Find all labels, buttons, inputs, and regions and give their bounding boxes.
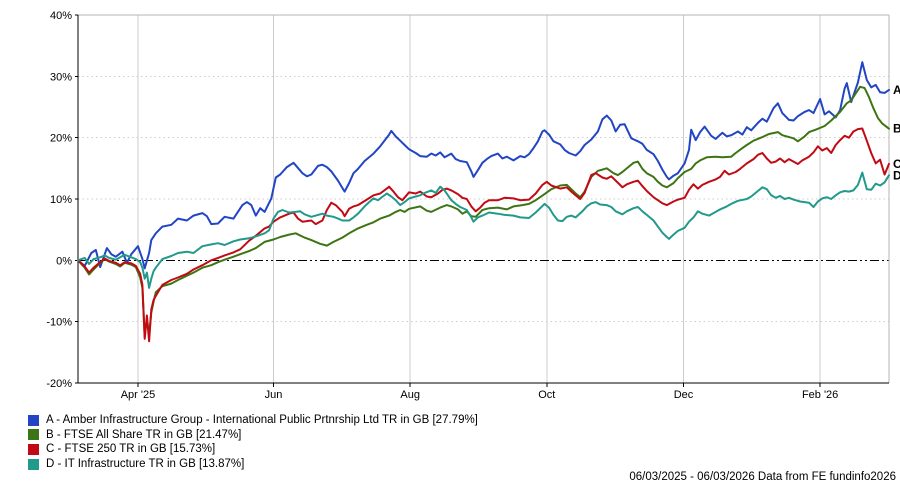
- y-axis-label: 40%: [50, 10, 72, 22]
- chart-legend: A - Amber Infrastructure Group - Interna…: [28, 413, 478, 471]
- x-axis-label: Oct: [538, 389, 555, 401]
- series-b-end-label: B: [893, 122, 900, 136]
- series-d-color-swatch: [28, 458, 39, 470]
- x-axis-label: Feb '26: [802, 389, 838, 401]
- y-axis-label: -10%: [46, 317, 72, 329]
- legend-label-b: B - FTSE All Share TR in GB [21.47%]: [46, 428, 242, 441]
- series-a-line: [77, 61, 890, 270]
- x-axis-label: Aug: [400, 389, 420, 401]
- series-d-line: [77, 171, 890, 289]
- legend-item-c: C - FTSE 250 TR in GB [15.73%]: [28, 442, 478, 457]
- series-a-color-swatch: [28, 414, 39, 426]
- series-c-color-swatch: [28, 443, 39, 455]
- series-b-color-swatch: [28, 429, 39, 441]
- series-b-line: [77, 85, 890, 338]
- y-axis-label: 20%: [50, 133, 72, 145]
- legend-item-d: D - IT Infrastructure TR in GB [13.87%]: [28, 457, 478, 472]
- legend-label-a: A - Amber Infrastructure Group - Interna…: [46, 414, 478, 426]
- series-d-end-label: D: [893, 168, 900, 182]
- x-axis-label: Dec: [674, 389, 694, 401]
- y-axis-label: -20%: [46, 378, 72, 390]
- x-axis-label: Apr '25: [121, 389, 156, 401]
- y-axis-label: 10%: [50, 194, 72, 206]
- series-c-line: [77, 127, 890, 343]
- x-axis-label: Jun: [265, 389, 283, 401]
- legend-item-a: A - Amber Infrastructure Group - Interna…: [28, 413, 478, 428]
- y-axis-label: 30%: [50, 71, 72, 83]
- series-a-end-label: A: [893, 83, 900, 97]
- series-c-end-label: C: [893, 157, 900, 171]
- legend-item-b: B - FTSE All Share TR in GB [21.47%]: [28, 428, 478, 443]
- legend-label-c: C - FTSE 250 TR in GB [15.73%]: [46, 443, 216, 456]
- legend-label-d: D - IT Infrastructure TR in GB [13.87%]: [46, 457, 245, 470]
- date-range-and-source-text: 06/03/2025 - 06/03/2026 Data from FE fun…: [629, 471, 896, 483]
- y-axis-label: 0%: [56, 255, 72, 267]
